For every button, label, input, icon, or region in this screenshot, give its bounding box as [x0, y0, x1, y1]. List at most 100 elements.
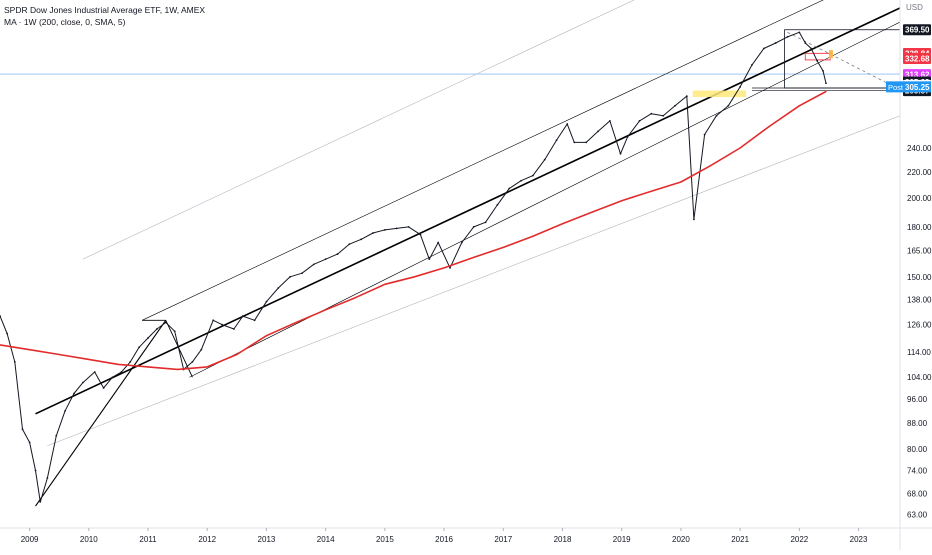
x-tick-label: 2020: [672, 535, 690, 544]
price-point: [816, 59, 819, 62]
price-point: [715, 114, 718, 117]
price-point: [173, 330, 176, 333]
price-point: [585, 141, 588, 144]
price-point: [650, 112, 653, 115]
y-tick-label: 200.00: [907, 194, 932, 203]
price-point: [6, 332, 9, 335]
ma-point: [621, 200, 623, 202]
y-tick-label: 88.00: [907, 419, 928, 428]
price-point: [626, 135, 629, 138]
price-point: [147, 337, 149, 339]
ma-point: [798, 105, 800, 107]
price-point: [55, 434, 58, 437]
x-tick-label: 2010: [80, 535, 98, 544]
price-point: [472, 225, 475, 228]
swing-line-up[interactable]: [35, 320, 167, 507]
channel-midline[interactable]: [35, 7, 901, 415]
price-point: [372, 232, 374, 234]
y-tick-label: 96.00: [907, 395, 928, 404]
y-tick-label: 126.00: [907, 321, 932, 330]
price-point: [221, 323, 223, 326]
ma-point: [206, 366, 208, 368]
x-tick-label: 2015: [376, 535, 394, 544]
x-tick-label: 2022: [790, 535, 808, 544]
outer-upper-line[interactable]: [82, 0, 900, 260]
price-point: [437, 241, 440, 244]
price-label: 313.62: [905, 71, 930, 80]
price-label: 332.68: [905, 55, 930, 64]
ma-point: [413, 276, 416, 278]
x-tick-label: 2011: [139, 535, 157, 544]
price-point: [39, 500, 42, 503]
price-point: [693, 218, 695, 221]
post-tag: Post: [888, 83, 904, 92]
post-value-box[interactable]: [903, 81, 931, 93]
price-point: [64, 409, 67, 412]
legend-symbol[interactable]: SPDR Dow Jones Industrial Average ETF, 1…: [4, 5, 206, 15]
channel-upper-line[interactable]: [141, 0, 900, 321]
price-point: [21, 428, 24, 431]
price-point: [774, 42, 777, 44]
price-point: [241, 315, 244, 317]
y-tick-label: 150.00: [907, 273, 932, 282]
price-point: [619, 152, 622, 155]
ma-point: [473, 256, 475, 259]
price-point: [762, 47, 765, 50]
ma-point: [265, 335, 268, 337]
ma-point: [502, 246, 504, 249]
price-point: [265, 300, 268, 303]
x-tick-label: 2021: [731, 535, 749, 544]
ma-point: [384, 283, 386, 285]
price-point: [428, 258, 431, 261]
marker-orange[interactable]: [828, 50, 833, 59]
legend-indicator[interactable]: MA · 1W (200, close, 0, SMA, 5): [4, 17, 126, 27]
price-point: [508, 187, 511, 190]
ma-point: [325, 309, 327, 311]
y-tick-label: 63.00: [907, 511, 928, 520]
price-label-box[interactable]: [903, 24, 931, 36]
y-tick-label: 114.00: [907, 348, 931, 357]
ma-point: [561, 223, 564, 225]
price-point: [93, 371, 96, 373]
y-tick-label: 240.00: [907, 144, 932, 153]
ma-point: [236, 353, 238, 356]
price-point: [727, 104, 730, 107]
channel-lower-line[interactable]: [189, 21, 901, 378]
price-label: 369.50: [905, 26, 930, 35]
price-label-box[interactable]: [903, 53, 931, 65]
highlight-rect-yellow[interactable]: [692, 90, 747, 98]
price-point: [46, 477, 49, 479]
outer-lower-line[interactable]: [47, 115, 901, 447]
ma-point: [354, 297, 356, 299]
moving-average-line[interactable]: [0, 90, 827, 371]
price-point: [111, 376, 114, 379]
range-box[interactable]: [784, 29, 901, 89]
ma-point: [88, 358, 90, 360]
ma-point: [58, 353, 60, 356]
price-point: [34, 469, 37, 472]
price-point: [0, 315, 1, 317]
price-point: [543, 158, 546, 161]
y-tick-label: 74.00: [907, 467, 928, 476]
price-point: [597, 130, 599, 133]
price-point: [460, 241, 463, 244]
ma-point: [650, 190, 652, 192]
post-tag-box[interactable]: [886, 81, 903, 93]
price-point: [825, 82, 827, 85]
price-point: [324, 258, 327, 261]
ma-point: [825, 90, 827, 93]
ma-point: [769, 125, 771, 127]
price-point: [786, 35, 789, 38]
price-point: [798, 31, 801, 34]
price-series-line[interactable]: [0, 31, 827, 503]
price-axis-unit: USD: [906, 3, 923, 12]
price-point: [804, 42, 807, 44]
price-point: [638, 119, 641, 122]
x-tick-label: 2009: [21, 535, 39, 544]
price-point: [496, 204, 499, 206]
price-point: [13, 360, 16, 363]
price-point: [484, 221, 487, 224]
price-point: [608, 119, 611, 122]
